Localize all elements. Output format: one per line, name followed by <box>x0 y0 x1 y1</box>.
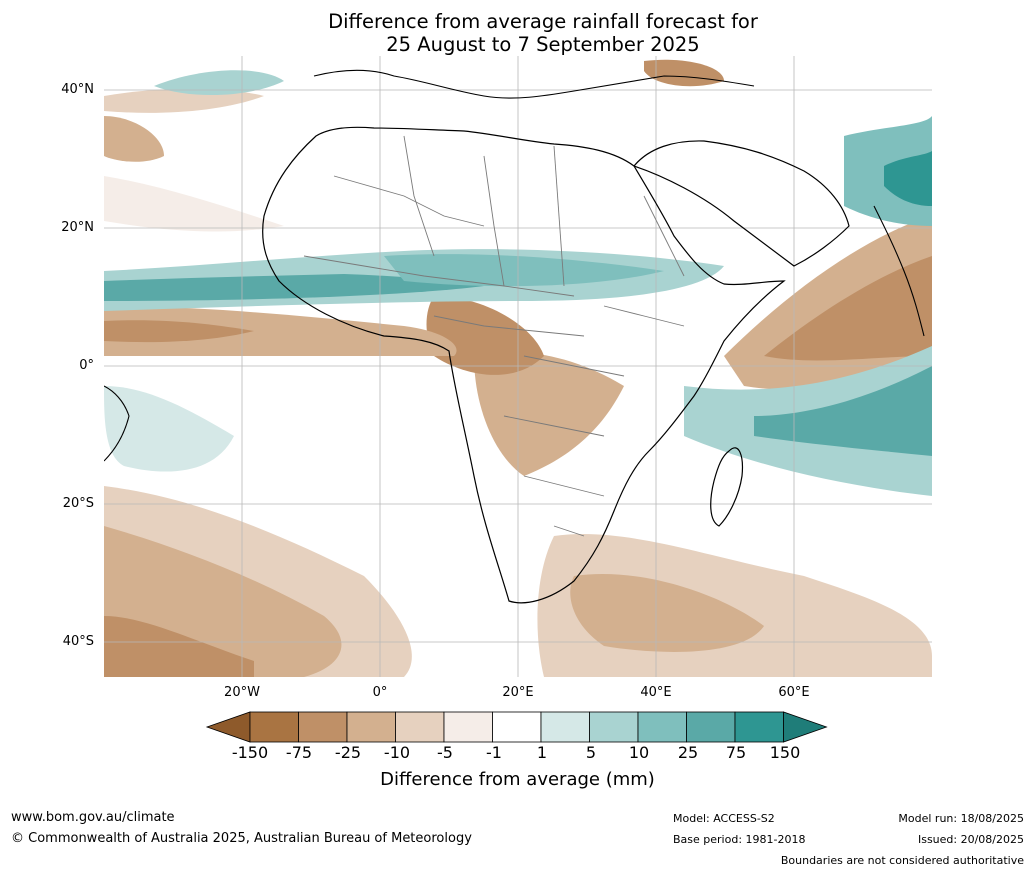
colorbar-cell <box>298 711 348 743</box>
colorbar-tick: 5 <box>585 743 597 762</box>
lon-label-40e: 40°E <box>640 685 672 700</box>
website-link[interactable]: www.bom.gov.au/climate <box>11 810 175 825</box>
colorbar-cell <box>734 711 784 743</box>
lon-label-0: 0° <box>372 685 388 700</box>
colorbar-tick: 75 <box>725 743 747 762</box>
map-title-line-2: 25 August to 7 September 2025 <box>386 33 700 56</box>
disclaimer-text: Boundaries are not considered authoritat… <box>780 854 1024 867</box>
map-title-line-1: Difference from average rainfall forecas… <box>328 10 758 33</box>
colorbar-cell <box>249 711 299 743</box>
lon-label-60e: 60°E <box>778 685 810 700</box>
colorbar-tick: 1 <box>536 743 548 762</box>
south-america-coastline <box>104 385 130 462</box>
model-run-text: Model run: 18/08/2025 <box>898 812 1024 825</box>
colorbar-cell <box>540 711 590 743</box>
colorbar-tick: 10 <box>628 743 650 762</box>
colorbar-extend-high <box>783 711 828 743</box>
lon-label-20e: 20°E <box>502 685 534 700</box>
colorbar-cell <box>589 711 639 743</box>
africa-coastline <box>262 126 786 604</box>
madagascar-coastline <box>710 447 744 527</box>
colorbar-cell <box>395 711 445 743</box>
colorbar-tick: -10 <box>383 743 411 762</box>
arabia-coastline <box>633 140 850 267</box>
lat-label-40n: 40°N <box>61 82 94 97</box>
issued-text: Issued: 20/08/2025 <box>917 833 1024 846</box>
colorbar-tick: 150 <box>769 743 801 762</box>
lat-label-40s: 40°S <box>62 634 94 649</box>
india-coastline <box>873 205 925 337</box>
gridlines <box>104 56 932 677</box>
europe-coastline <box>313 69 755 99</box>
lat-label-20n: 20°N <box>61 220 94 235</box>
rainfall-anomaly-map <box>104 56 932 677</box>
model-text: Model: ACCESS-S2 <box>673 812 775 825</box>
copyright-text: © Commonwealth of Australia 2025, Austra… <box>11 831 472 846</box>
colorbar-tick: -150 <box>231 743 269 762</box>
colorbar-tick: -5 <box>437 743 453 762</box>
colorbar-tick: -75 <box>285 743 313 762</box>
colorbar-cell <box>443 711 493 743</box>
country-borders <box>303 135 685 537</box>
colorbar-tick: 25 <box>677 743 699 762</box>
colorbar-cell <box>686 711 736 743</box>
colorbar-cell <box>637 711 687 743</box>
colorbar-label: Difference from average (mm) <box>380 769 655 790</box>
colorbar-cell <box>492 711 542 743</box>
lat-label-20s: 20°S <box>62 496 94 511</box>
colorbar <box>205 711 828 743</box>
colorbar-tick: -1 <box>486 743 502 762</box>
colorbar-tick: -25 <box>334 743 362 762</box>
base-period-text: Base period: 1981-2018 <box>673 833 806 846</box>
lat-label-0: 0° <box>79 358 94 373</box>
colorbar-extend-low <box>205 711 251 743</box>
colorbar-cell <box>346 711 396 743</box>
lon-label-20w: 20°W <box>224 685 260 700</box>
